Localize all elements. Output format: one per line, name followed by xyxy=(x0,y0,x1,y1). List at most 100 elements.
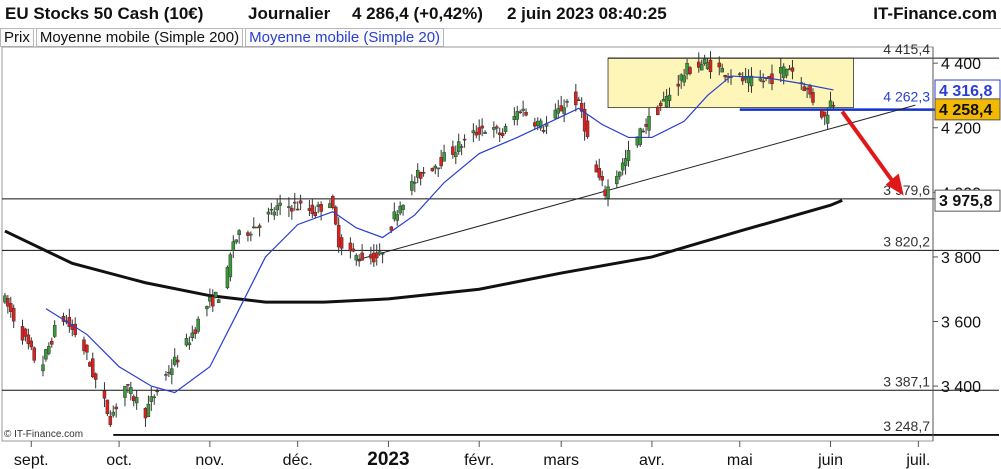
instrument-name: EU Stocks 50 Cash (10€) xyxy=(5,4,204,23)
candle-body xyxy=(717,62,722,68)
candle xyxy=(193,326,197,339)
candle-body xyxy=(656,106,660,116)
candle xyxy=(430,167,435,172)
candle-body xyxy=(433,165,438,169)
candle-body xyxy=(351,248,356,252)
candle-body xyxy=(237,230,241,236)
candle xyxy=(758,70,763,83)
candle-body xyxy=(293,201,297,204)
candle xyxy=(401,204,405,216)
candle xyxy=(339,234,344,256)
candle-body xyxy=(688,67,692,74)
candle-body xyxy=(85,344,89,353)
candle-body xyxy=(749,75,754,87)
candle-body xyxy=(521,108,525,111)
candle xyxy=(606,179,610,207)
y-tick-label: 4 200 xyxy=(941,121,981,138)
candle-body xyxy=(497,132,502,135)
candle xyxy=(565,98,569,108)
candle xyxy=(667,87,672,108)
candle-body xyxy=(562,107,566,114)
candle-body xyxy=(205,306,209,310)
legend-sma200[interactable]: Moyenne mobile (Simple 200) xyxy=(35,28,244,47)
candle xyxy=(480,118,484,137)
legend-price[interactable]: Prix xyxy=(0,28,34,47)
candle xyxy=(331,194,335,210)
candle xyxy=(228,252,233,282)
forecast-arrow-shaft xyxy=(840,110,898,187)
level-label: 3 820,2 xyxy=(883,233,930,249)
candle-body xyxy=(213,291,218,298)
candle xyxy=(111,405,116,418)
candle xyxy=(500,128,505,139)
candle-body xyxy=(102,390,107,399)
candle xyxy=(93,372,98,389)
candle-body xyxy=(740,77,745,82)
candle xyxy=(184,333,189,347)
candle xyxy=(717,56,722,76)
candle-body xyxy=(805,87,809,90)
candle xyxy=(647,107,651,138)
candle-body xyxy=(503,126,508,132)
candle xyxy=(134,390,139,410)
candle-body xyxy=(556,108,561,114)
candle xyxy=(23,327,28,342)
candle xyxy=(187,336,192,350)
blue-level-label: 4 262,3 xyxy=(883,89,930,105)
candle xyxy=(377,243,382,256)
candle xyxy=(123,385,127,407)
candle xyxy=(114,403,118,418)
candle-body xyxy=(685,63,689,75)
level-label: 3 387,1 xyxy=(883,373,930,389)
candle-body xyxy=(336,224,341,248)
candle xyxy=(577,96,581,102)
candle xyxy=(477,119,481,141)
candle xyxy=(211,289,215,312)
candle-body xyxy=(811,92,815,103)
candle-body xyxy=(11,307,16,322)
candle xyxy=(334,205,338,226)
candle-body xyxy=(313,211,318,216)
candle-body xyxy=(620,162,625,171)
candle xyxy=(170,359,174,385)
candle xyxy=(44,348,48,362)
candle xyxy=(108,410,113,428)
candle-body xyxy=(152,396,156,399)
candle-body xyxy=(50,340,54,345)
candle xyxy=(418,171,423,186)
chart-header: EU Stocks 50 Cash (10€) Journalier 4 286… xyxy=(0,0,1001,29)
candle-body xyxy=(831,104,836,107)
candle xyxy=(310,198,315,218)
candle xyxy=(656,105,660,116)
candle xyxy=(585,115,590,139)
candle-body xyxy=(32,347,36,361)
candle-body xyxy=(500,132,505,136)
candle xyxy=(149,386,154,411)
candle-body xyxy=(421,172,426,174)
candle xyxy=(257,223,262,237)
candle-body xyxy=(512,116,517,121)
candle-body xyxy=(606,186,610,199)
candle-body xyxy=(172,356,177,365)
candle-body xyxy=(699,64,704,71)
price-tag-box xyxy=(934,98,1001,121)
candle xyxy=(313,206,318,218)
legend-sma20[interactable]: Moyenne mobile (Simple 20) xyxy=(245,28,445,47)
period-label: Journalier xyxy=(248,4,331,23)
candle-body xyxy=(3,295,7,303)
x-tick-label: mai xyxy=(727,452,753,469)
candle xyxy=(582,102,587,141)
candle xyxy=(749,67,754,93)
candle-body xyxy=(196,318,200,332)
candle xyxy=(699,59,704,71)
y-tick-label: 4 400 xyxy=(941,56,981,73)
candle xyxy=(600,170,604,187)
candle-body xyxy=(442,152,446,162)
candle-body xyxy=(208,297,212,302)
candle-body xyxy=(20,326,25,341)
candle xyxy=(91,352,95,379)
candle xyxy=(617,171,622,180)
candle-body xyxy=(126,384,130,386)
candle-body xyxy=(647,115,651,131)
